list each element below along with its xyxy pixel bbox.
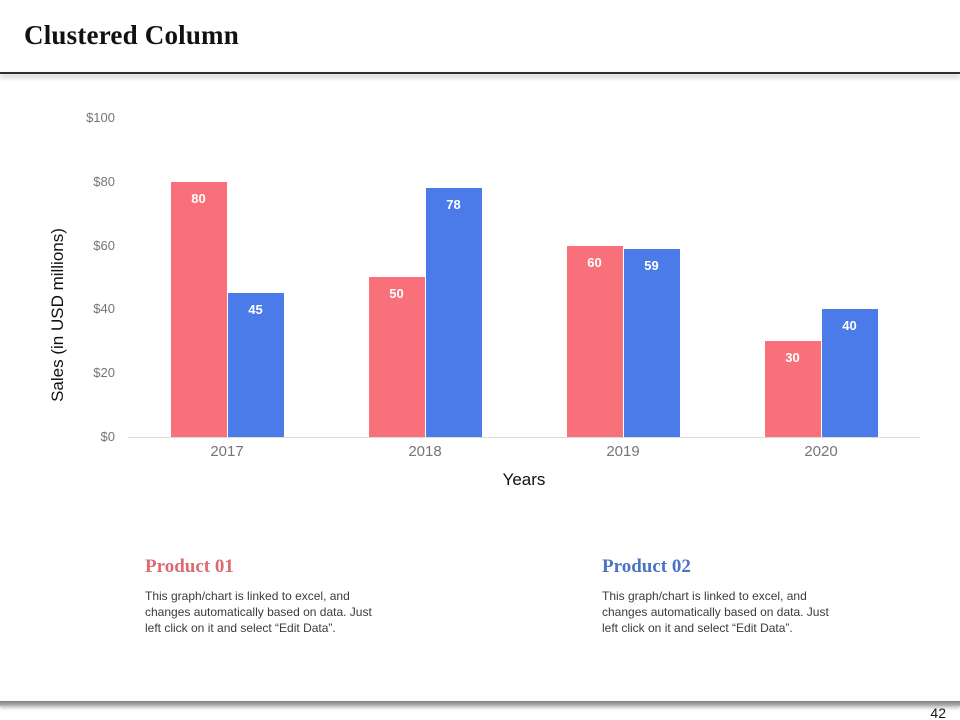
bar-value-label: 78 [446,197,461,212]
bar-value-label: 45 [248,302,263,317]
bar-value-label: 59 [644,258,659,273]
y-tick-label: $20 [93,365,115,381]
product-02-note: Product 02 This graph/chart is linked to… [602,556,872,637]
bar-group: 50 78 2018 [326,118,524,460]
bar-value-label: 80 [191,191,206,206]
y-tick-label: $80 [93,173,115,189]
bar-value-label: 60 [587,255,602,270]
product-01-note: Product 01 This graph/chart is linked to… [145,556,415,637]
bar-product-01: 50 [368,277,425,437]
footer-divider [0,701,960,706]
product-01-heading: Product 01 [145,556,234,577]
y-tick-label: $40 [93,301,115,317]
bar-value-label: 30 [785,350,800,365]
bar-product-02: 40 [821,309,878,437]
bar-group: 30 40 2020 [722,118,920,460]
clustered-column-chart: Sales (in USD millions) $100 $80 $60 $40 $20… [0,90,960,510]
y-axis-tick-labels: $100 $80 $60 $40 $20 $0 [0,110,115,444]
bar-product-01: 80 [170,182,227,437]
bar-group: 60 59 2019 [524,118,722,460]
bar-product-02: 59 [623,249,680,437]
bar-product-02: 78 [425,188,482,437]
x-tick-label: 2020 [804,443,838,460]
title-divider [0,72,960,74]
y-tick-label: $100 [86,110,115,125]
bar-value-label: 50 [389,286,404,301]
y-tick-label: $60 [93,237,115,253]
bar-value-label: 40 [842,318,857,333]
y-tick-label: $0 [100,429,115,444]
bar-product-01: 60 [566,246,623,437]
x-tick-label: 2018 [408,443,442,460]
x-tick-label: 2019 [606,443,640,460]
product-01-description: This graph/chart is linked to excel, and… [145,589,372,636]
x-axis-title: Years [502,470,546,489]
bar-group: 80 45 2017 [128,118,326,460]
page-title: Clustered Column [24,20,239,50]
bar-product-01: 30 [764,341,821,437]
plot-area: 80 45 2017 50 78 2018 60 59 2019 30 40 2020 [128,118,920,460]
product-02-description: This graph/chart is linked to excel, and… [602,589,829,636]
product-02-heading: Product 02 [602,556,691,577]
page-number: 42 [930,705,946,720]
x-tick-label: 2017 [210,443,244,460]
bar-product-02: 45 [227,293,284,437]
